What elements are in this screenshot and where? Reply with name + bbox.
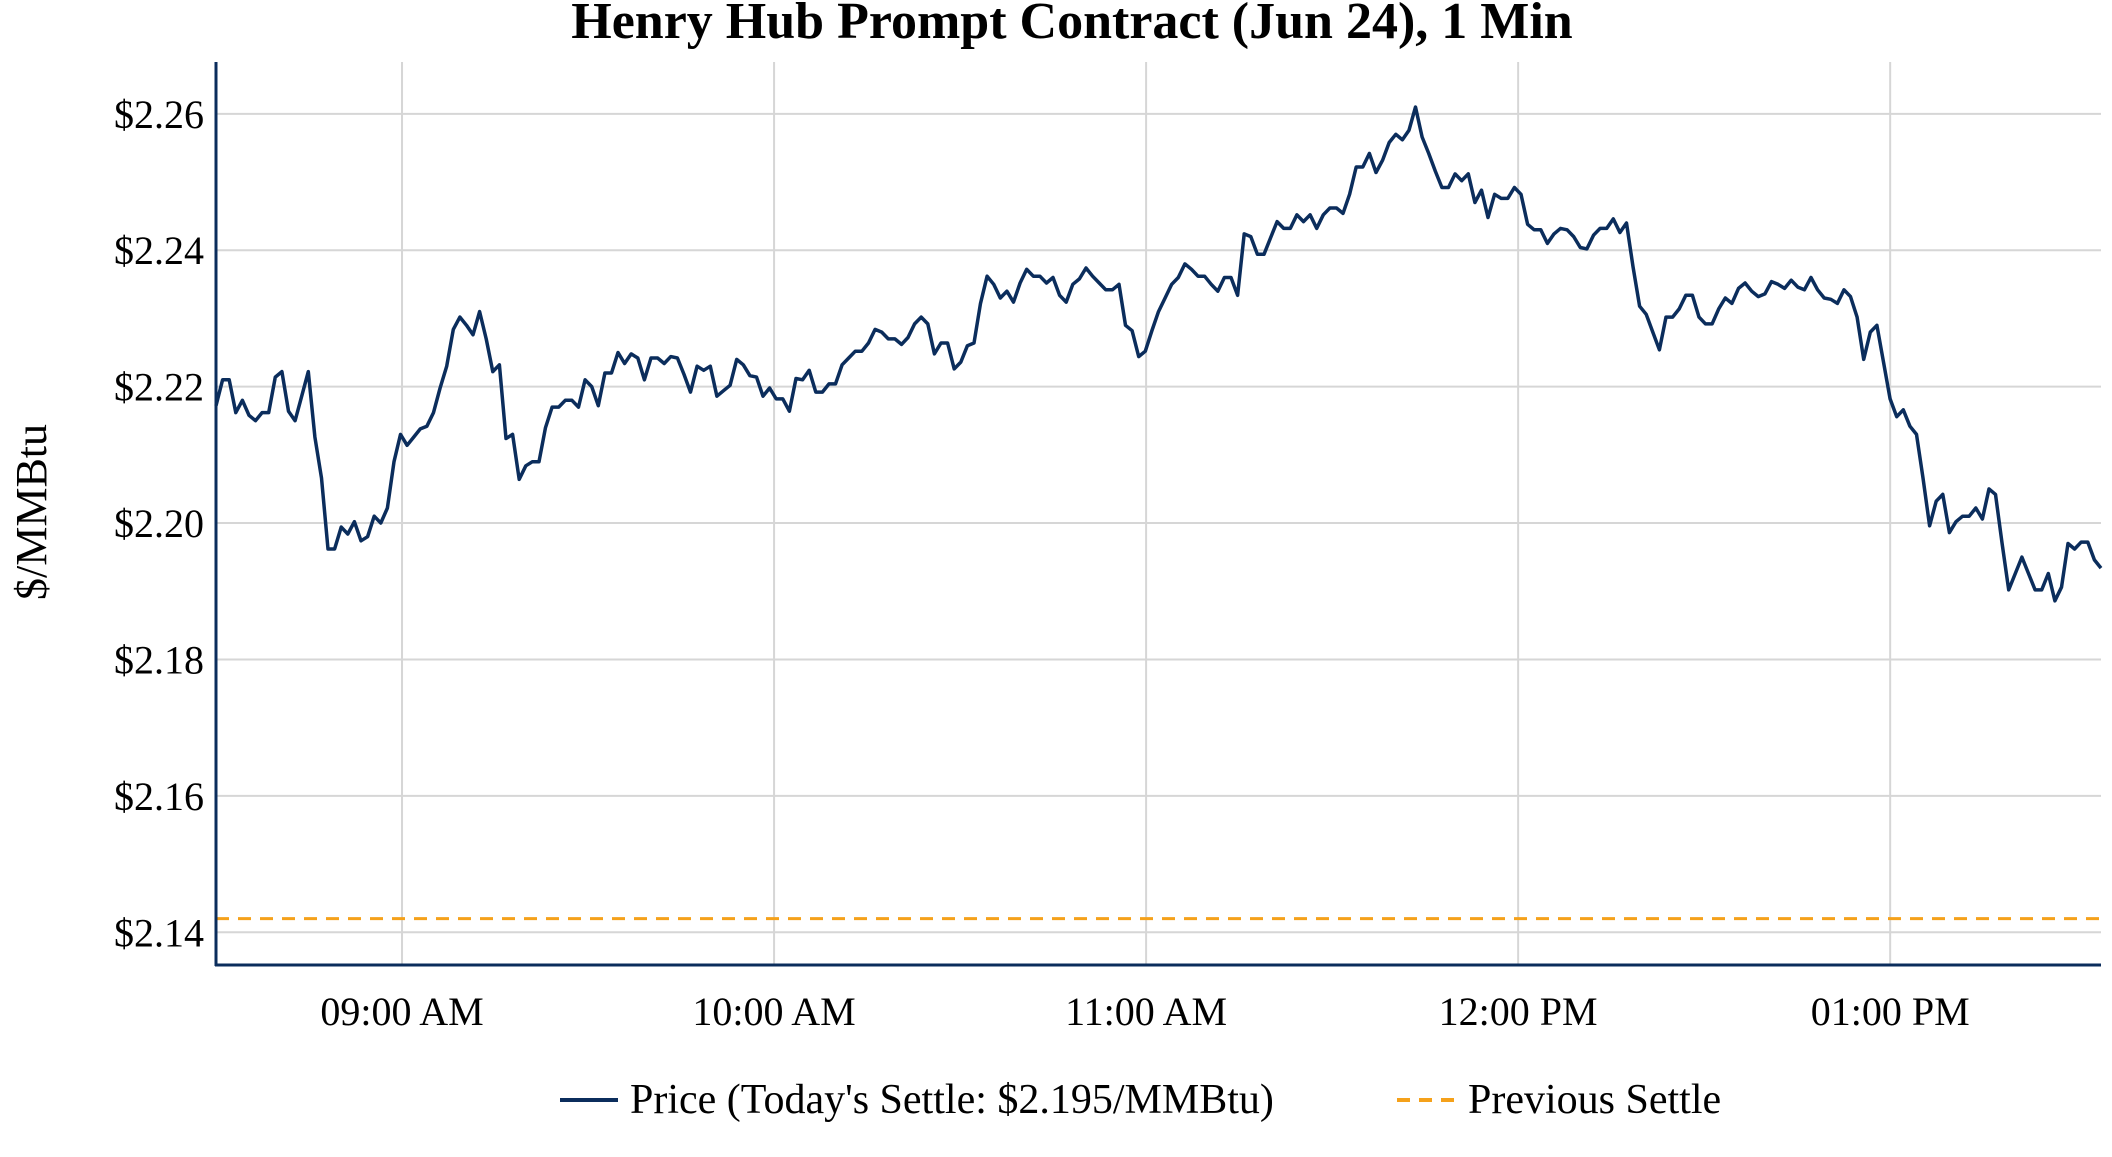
- x-tick-labels: 09:00 AM 10:00 AM 11:00 AM 12:00 PM 01:00 PM: [320, 989, 1969, 1034]
- x-tick-label: 09:00 AM: [320, 989, 483, 1034]
- y-tick-label: $2.18: [114, 637, 204, 682]
- y-axis-label: $/MMBtu: [7, 424, 56, 600]
- y-tick-label: $2.22: [114, 365, 204, 410]
- chart-title: Henry Hub Prompt Contract (Jun 24), 1 Mi…: [571, 0, 1573, 50]
- y-tick-label: $2.20: [114, 501, 204, 546]
- x-tick-label: 11:00 AM: [1065, 989, 1227, 1034]
- y-tick-label: $2.16: [114, 774, 204, 819]
- y-tick-labels: $2.14 $2.16 $2.18 $2.20 $2.22 $2.24 $2.26: [114, 92, 204, 955]
- legend-previous-settle-label: Previous Settle: [1468, 1077, 1721, 1123]
- x-tick-label: 01:00 PM: [1811, 989, 1970, 1034]
- legend-price-label: Price (Today's Settle: $2.195/MMBtu): [630, 1077, 1274, 1123]
- legend: Price (Today's Settle: $2.195/MMBtu) Pre…: [560, 1077, 1721, 1123]
- y-tick-label: $2.14: [114, 910, 204, 955]
- y-tick-label: $2.26: [114, 92, 204, 137]
- x-tick-label: 12:00 PM: [1439, 989, 1598, 1034]
- x-tick-label: 10:00 AM: [692, 989, 855, 1034]
- gridlines: [216, 62, 2101, 965]
- series-layer: [214, 105, 2103, 921]
- price-line: [214, 105, 2103, 603]
- y-tick-label: $2.24: [114, 228, 204, 273]
